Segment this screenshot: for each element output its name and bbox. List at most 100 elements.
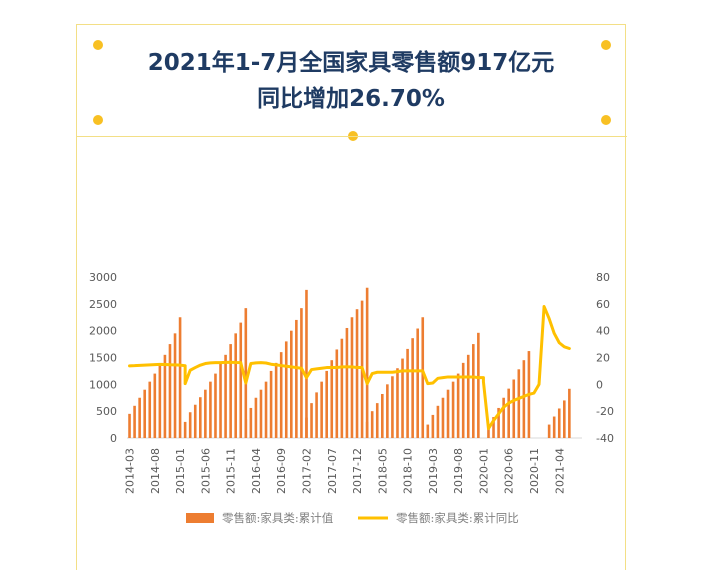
y-left-tick-label: 0 xyxy=(110,432,117,445)
y-left-tick-label: 1500 xyxy=(89,352,117,365)
y-left-tick-label: 2500 xyxy=(89,298,117,311)
bar xyxy=(381,393,384,438)
bar xyxy=(254,397,258,438)
bar xyxy=(168,344,172,438)
bar xyxy=(502,397,505,438)
bar xyxy=(153,373,157,438)
y-right-tick-label: -20 xyxy=(596,405,614,418)
bar xyxy=(279,352,283,438)
bar xyxy=(386,384,389,438)
bar xyxy=(477,332,480,438)
x-tick-label: 2014-08 xyxy=(149,448,162,494)
bar xyxy=(365,421,369,438)
y-left-tick-label: 1000 xyxy=(89,378,117,391)
bar xyxy=(320,381,323,438)
bar xyxy=(214,373,217,438)
bar xyxy=(274,362,278,438)
chart-title-line2: 同比增加26.70% xyxy=(257,86,445,112)
bar xyxy=(143,389,146,438)
bar xyxy=(239,322,243,438)
bar xyxy=(163,354,167,438)
bar xyxy=(421,317,425,438)
bar xyxy=(552,416,556,438)
bar xyxy=(290,330,293,438)
bar xyxy=(209,381,212,438)
bar xyxy=(249,407,253,438)
bar xyxy=(204,389,207,438)
bar xyxy=(416,328,419,438)
bar xyxy=(330,360,334,438)
legend-line-label: 零售额:家具类:累计同比 xyxy=(396,511,519,525)
chart-card: 2021年1-7月全国家具零售额917亿元 同比增加26.70% xyxy=(76,24,627,570)
x-tick-label: 2015-11 xyxy=(225,448,238,494)
bar xyxy=(466,354,470,438)
bar xyxy=(441,397,445,438)
bar xyxy=(411,338,414,438)
bar xyxy=(158,365,162,438)
bar xyxy=(295,319,298,438)
y-left-tick-label: 500 xyxy=(96,405,117,418)
bar xyxy=(178,317,182,438)
bar xyxy=(315,392,318,438)
legend-bar-label: 零售额:家具类:累计值 xyxy=(222,511,334,525)
bar xyxy=(563,400,566,438)
bar xyxy=(365,287,369,438)
bar xyxy=(269,370,273,438)
bar xyxy=(396,368,399,438)
bar xyxy=(431,414,435,438)
bar xyxy=(224,354,227,438)
bar xyxy=(229,344,232,438)
bar xyxy=(148,381,152,438)
bar xyxy=(492,417,495,438)
bar xyxy=(340,338,344,438)
x-tick-label: 2016-09 xyxy=(275,448,288,494)
x-tick-label: 2015-01 xyxy=(174,448,187,494)
bar xyxy=(436,405,440,438)
x-tick-label: 2019-08 xyxy=(452,448,465,494)
bar xyxy=(456,373,460,438)
bar xyxy=(305,417,308,438)
bar xyxy=(375,403,379,438)
bar xyxy=(547,424,551,438)
bar xyxy=(188,412,192,438)
corner-dot-top-right xyxy=(601,40,611,50)
bar xyxy=(234,333,237,438)
corner-dot-left xyxy=(93,115,103,125)
bar xyxy=(451,381,455,438)
legend-bar-swatch xyxy=(186,513,214,523)
x-tick-label: 2016-04 xyxy=(250,448,263,494)
corner-dot-top-left xyxy=(93,40,103,50)
y-right-tick-label: 0 xyxy=(596,378,603,391)
bar xyxy=(325,370,328,438)
bar xyxy=(199,397,202,438)
x-tick-label: 2017-12 xyxy=(351,448,364,494)
bar xyxy=(557,408,561,438)
y-right-tick-label: -40 xyxy=(596,432,614,445)
x-tick-label: 2018-10 xyxy=(402,448,415,494)
y-right-tick-label: 40 xyxy=(596,325,610,338)
y-left-tick-label: 3000 xyxy=(89,271,117,284)
x-tick-label: 2020-11 xyxy=(528,448,541,494)
bar xyxy=(507,388,510,438)
bar xyxy=(173,333,177,438)
bar xyxy=(284,341,288,438)
x-tick-label: 2015-06 xyxy=(199,448,212,494)
bar xyxy=(335,349,339,438)
x-tick-label: 2017-02 xyxy=(300,448,313,494)
bar xyxy=(138,397,141,438)
bar xyxy=(487,426,490,438)
x-tick-label: 2019-03 xyxy=(427,448,440,494)
bar xyxy=(406,348,409,438)
y-right-tick-label: 80 xyxy=(596,271,610,284)
corner-dot-right xyxy=(601,115,611,125)
x-tick-label: 2021-04 xyxy=(553,448,566,494)
bar xyxy=(355,309,359,438)
x-tick-label: 2020-01 xyxy=(477,448,490,494)
bar xyxy=(305,289,308,438)
bar xyxy=(472,344,475,438)
x-tick-label: 2020-06 xyxy=(503,448,516,494)
bar xyxy=(370,411,374,438)
bar xyxy=(350,317,354,438)
yoy-line xyxy=(128,305,571,431)
